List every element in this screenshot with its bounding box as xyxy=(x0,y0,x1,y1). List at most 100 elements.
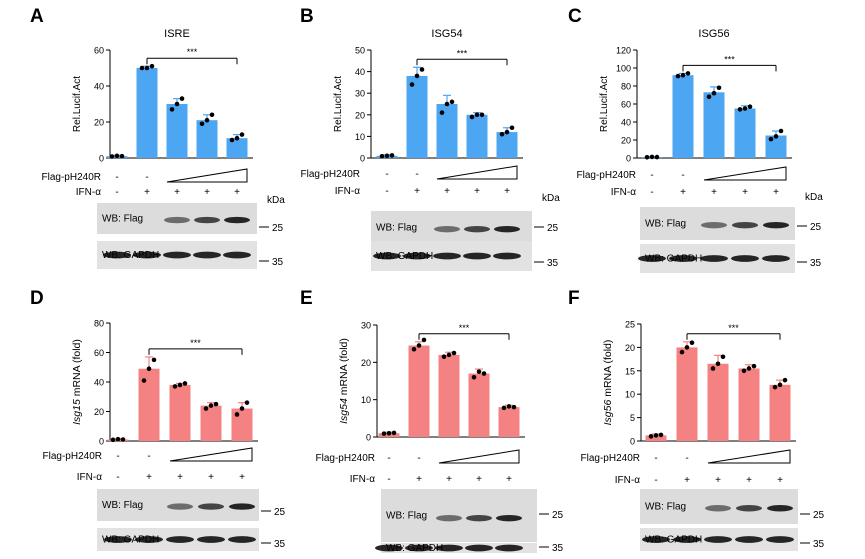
data-point xyxy=(411,346,417,352)
data-point xyxy=(386,430,392,436)
data-point xyxy=(234,412,240,417)
data-point xyxy=(648,434,654,439)
kda-label: kDa xyxy=(805,192,823,203)
data-point xyxy=(474,112,480,118)
data-point xyxy=(679,349,685,355)
data-point xyxy=(414,73,420,79)
ifn-sign: - xyxy=(654,475,657,486)
blot-band-flag xyxy=(736,505,762,512)
y-tick-label: 0 xyxy=(366,433,371,443)
panel-a: A ISRE 0 20 40 60 Rel.Lucif.Act *** Flag-pH240R -… xyxy=(30,6,285,269)
blot-band-gapdh xyxy=(197,536,225,543)
chart-title: ISG54 xyxy=(431,28,462,40)
data-point xyxy=(741,368,747,374)
blot-band-gapdh xyxy=(766,536,794,543)
ifn-sign: + xyxy=(773,187,779,198)
blot-band-flag xyxy=(436,514,462,522)
data-point xyxy=(675,73,681,79)
panel-letter: E xyxy=(300,288,313,309)
blot-band-gapdh xyxy=(433,252,461,260)
y-tick-label: 15 xyxy=(625,366,635,376)
blot-band-gapdh xyxy=(133,251,161,259)
dose-ramp-triangle xyxy=(166,168,248,183)
flag-minus: - xyxy=(115,172,118,183)
data-point xyxy=(441,354,447,360)
y-tick-label: 120 xyxy=(616,46,631,56)
data-point xyxy=(715,361,721,367)
blot-band-gapdh xyxy=(373,252,401,260)
blot-band-flag xyxy=(434,225,460,233)
data-point xyxy=(144,65,150,71)
bar xyxy=(765,135,787,158)
flag-minus: - xyxy=(387,453,390,464)
dose-ramp-triangle xyxy=(436,165,518,180)
flag-minus: - xyxy=(147,451,150,462)
y-axis-label: Rel.Lucif.Act xyxy=(599,76,610,132)
ifn-sign: + xyxy=(174,187,180,198)
wb-gapdh-label: WB: GAPDH xyxy=(645,254,702,265)
data-point xyxy=(772,384,778,390)
significance-label: *** xyxy=(190,338,201,348)
bar xyxy=(676,347,698,441)
marker-25: 25 xyxy=(272,223,284,234)
blot-band-flag xyxy=(705,505,731,512)
y-axis-label-unit: mRNA (fold) xyxy=(602,340,614,400)
wb-flag-label: WB: Flag xyxy=(386,511,427,522)
ifn-sign: - xyxy=(116,472,119,483)
data-point xyxy=(768,136,774,142)
dose-ramp-triangle xyxy=(703,166,787,181)
y-axis-label-unit: mRNA (fold) xyxy=(71,339,83,399)
flag-minus: - xyxy=(385,169,388,180)
blot-band-gapdh xyxy=(405,544,433,552)
data-point xyxy=(499,131,505,137)
dose-ramp-triangle xyxy=(169,447,253,462)
blot-band-flag xyxy=(494,225,520,233)
blot-band-gapdh xyxy=(228,536,256,543)
bar xyxy=(738,368,760,441)
wb-flag-label: WB: Flag xyxy=(645,502,686,513)
data-point xyxy=(409,82,415,87)
marker-35: 35 xyxy=(813,539,825,550)
blot-band-gapdh xyxy=(166,536,194,543)
data-point xyxy=(716,85,722,91)
marker-35: 35 xyxy=(810,258,822,269)
blot-band-gapdh xyxy=(642,536,670,543)
blot-band-gapdh xyxy=(465,544,493,552)
y-tick-label: 100 xyxy=(616,64,631,74)
bar xyxy=(169,384,191,441)
marker-25: 25 xyxy=(810,222,822,233)
panel-letter: A xyxy=(30,6,44,27)
kda-label: kDa xyxy=(267,195,285,206)
significance-label: *** xyxy=(728,323,739,333)
marker-35: 35 xyxy=(547,258,559,269)
blot-band-flag xyxy=(164,216,190,224)
row-label-ifn: IFN-α xyxy=(335,186,360,197)
data-point xyxy=(381,431,387,436)
flag-minus: - xyxy=(417,453,420,464)
significance-label: *** xyxy=(457,48,468,58)
data-point xyxy=(689,340,695,346)
blot-band-flag xyxy=(732,221,758,229)
data-point xyxy=(416,343,422,348)
flag-minus: - xyxy=(654,453,657,464)
blot-band-gapdh xyxy=(673,536,701,543)
blot-band-gapdh xyxy=(735,536,763,543)
blot-band-flag xyxy=(767,505,793,512)
blot-band-gapdh xyxy=(704,536,732,543)
row-label-flag: Flag-pH240R xyxy=(577,170,636,181)
blot-band-gapdh xyxy=(700,255,728,262)
bar xyxy=(196,120,218,158)
row-label-ifn: IFN-α xyxy=(611,187,636,198)
data-point xyxy=(684,345,690,350)
data-point xyxy=(509,125,515,131)
ifn-sign: + xyxy=(504,186,510,197)
y-tick-label: 30 xyxy=(361,321,371,331)
ifn-sign: + xyxy=(446,474,452,485)
wb-flag-label: WB: Flag xyxy=(376,223,417,234)
y-tick-label: 25 xyxy=(625,320,635,330)
data-point xyxy=(782,377,788,383)
data-point xyxy=(439,110,445,115)
data-point xyxy=(446,352,452,358)
blot-band-gapdh xyxy=(638,255,666,262)
data-point xyxy=(504,129,510,135)
